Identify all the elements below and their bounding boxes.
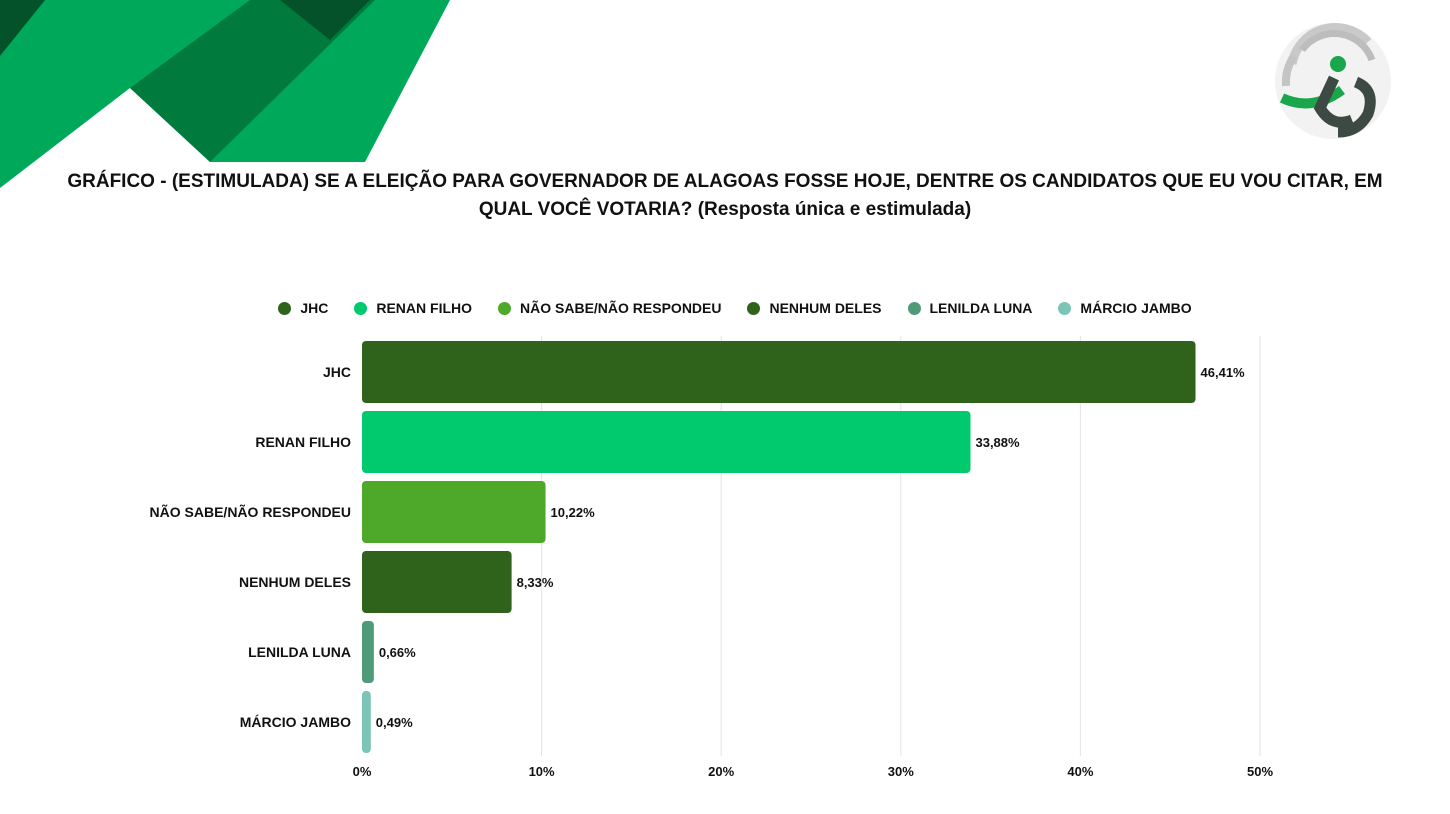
chart-title-line-1: GRÁFICO - (ESTIMULADA) SE A ELEIÇÃO PARA… [67, 171, 1383, 192]
legend-item: LENILDA LUNA [907, 300, 1033, 316]
x-tick-label: 0% [353, 764, 372, 779]
legend-marker [747, 301, 761, 315]
category-label: RENAN FILHO [255, 434, 351, 450]
legend-item: NÃO SABE/NÃO RESPONDEU [498, 300, 721, 316]
legend-marker [354, 301, 368, 315]
legend-label: NÃO SABE/NÃO RESPONDEU [520, 300, 722, 316]
bar [362, 481, 546, 543]
category-label: JHC [323, 364, 351, 380]
legend-label: JHC [300, 300, 329, 316]
bar [362, 621, 374, 683]
x-tick-label: 40% [1067, 764, 1093, 779]
data-label: 0,49% [376, 715, 413, 730]
legend-label: NENHUM DELES [769, 300, 882, 316]
decorative-corner-shapes [0, 0, 450, 188]
x-tick-label: 20% [708, 764, 734, 779]
bar [362, 341, 1196, 403]
legend-marker [278, 301, 292, 315]
legend-item: NENHUM DELES [747, 300, 882, 316]
x-tick-label: 10% [529, 764, 555, 779]
data-label: 33,88% [975, 435, 1020, 450]
legend-item: JHC [278, 300, 328, 316]
legend-marker [498, 301, 512, 315]
chart-legend: JHC RENAN FILHO NÃO SABE/NÃO RESPONDEU NENH… [0, 300, 1450, 316]
legend-label: RENAN FILHO [376, 300, 473, 316]
x-tick-label: 30% [888, 764, 914, 779]
bar [362, 411, 971, 473]
x-tick-label: 50% [1247, 764, 1273, 779]
legend-label: LENILDA LUNA [929, 300, 1033, 316]
category-label: MÁRCIO JAMBO [240, 714, 351, 730]
chart-title: GRÁFICO - (ESTIMULADA) SE A ELEIÇÃO PARA… [60, 168, 1390, 224]
legend-label: MÁRCIO JAMBO [1080, 300, 1192, 316]
category-label: LENILDA LUNA [248, 644, 351, 660]
data-label: 0,66% [379, 645, 416, 660]
bar [362, 551, 512, 613]
data-label: 10,22% [551, 505, 596, 520]
bar [362, 691, 371, 753]
chart-title-line-2: QUAL VOCÊ VOTARIA? (Resposta única e est… [478, 199, 972, 220]
legend-marker [907, 301, 921, 315]
legend-marker [1058, 301, 1072, 315]
legend-item: MÁRCIO JAMBO [1058, 300, 1192, 316]
legend-item: RENAN FILHO [354, 300, 472, 316]
data-label: 46,41% [1201, 365, 1246, 380]
category-label: NÃO SABE/NÃO RESPONDEU [150, 503, 351, 520]
category-label: NENHUM DELES [239, 574, 351, 590]
brand-logo-icon [1275, 23, 1391, 139]
data-label: 8,33% [517, 575, 554, 590]
